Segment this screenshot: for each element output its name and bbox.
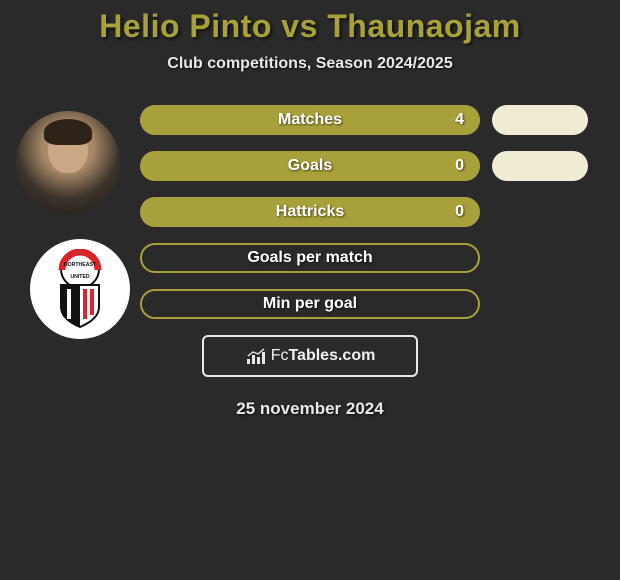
player-avatar (16, 111, 120, 215)
stat-value: 0 (455, 157, 464, 175)
stat-row: Hattricks 0 (140, 197, 600, 227)
stat-row: Min per goal (140, 289, 600, 319)
stats-area: NORTHEAST UNITED Matches4Goals0Hattricks… (0, 105, 620, 319)
club-badge-icon: NORTHEAST UNITED (45, 249, 115, 329)
stat-rows: Matches 4 Goals 0 Hattricks 0 Goals per match M… (140, 105, 600, 319)
subtitle: Club competitions, Season 2024/2025 (0, 55, 620, 73)
stat-value: 4 (455, 111, 464, 129)
stat-row: Goals per match (140, 243, 600, 273)
chart-icon (245, 347, 267, 365)
comparison-pill (492, 105, 588, 135)
stat-label: Hattricks (276, 203, 344, 221)
stat-row: Goals 0 (140, 151, 600, 181)
stat-bar: Matches 4 (140, 105, 480, 135)
stat-row: Matches 4 (140, 105, 600, 135)
svg-text:NORTHEAST: NORTHEAST (64, 262, 97, 268)
club-logo: NORTHEAST UNITED (30, 239, 130, 339)
date-text: 25 november 2024 (0, 399, 620, 419)
comparison-card: Helio Pinto vs Thaunaojam Club competiti… (0, 0, 620, 419)
svg-text:UNITED: UNITED (70, 274, 90, 280)
stat-bar: Min per goal (140, 289, 480, 319)
brand-box[interactable]: FcTables.com (202, 335, 418, 377)
brand-text: FcTables.com (271, 347, 376, 365)
stat-value: 0 (455, 203, 464, 221)
stat-bar: Goals per match (140, 243, 480, 273)
stat-label: Min per goal (263, 295, 357, 313)
stat-label: Goals per match (247, 249, 372, 267)
stat-label: Goals (288, 157, 332, 175)
comparison-pill (492, 151, 588, 181)
stat-bar: Goals 0 (140, 151, 480, 181)
stat-label: Matches (278, 111, 342, 129)
stat-bar: Hattricks 0 (140, 197, 480, 227)
page-title: Helio Pinto vs Thaunaojam (0, 8, 620, 45)
